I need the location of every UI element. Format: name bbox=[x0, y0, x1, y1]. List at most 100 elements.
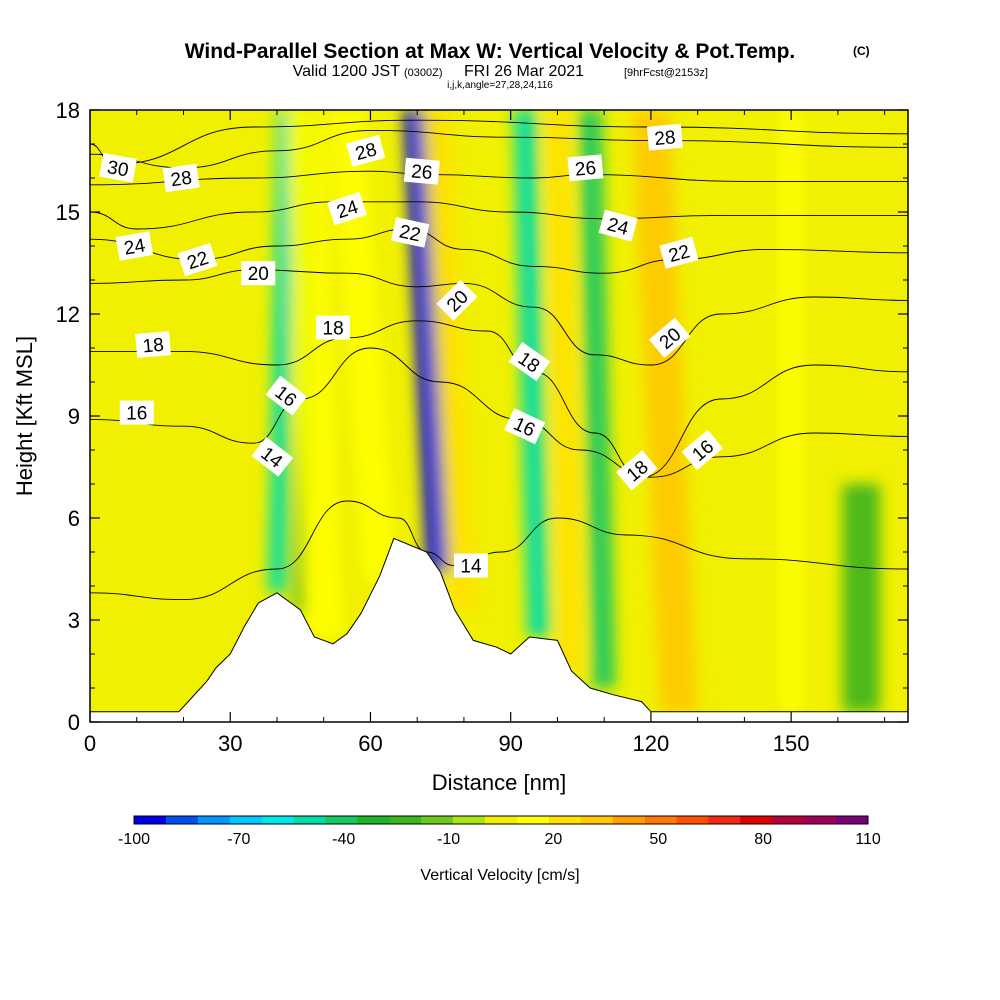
contour-label-box bbox=[436, 279, 478, 321]
contour-label-text: 26 bbox=[574, 158, 597, 181]
contour-label-21: 28 bbox=[646, 123, 683, 151]
subtitle-ijk: i,j,k,angle=27,28,24,116 bbox=[447, 80, 553, 91]
velocity-band-9 bbox=[632, 110, 698, 712]
contour-label-text: 14 bbox=[460, 557, 482, 578]
contour-label-box bbox=[251, 436, 294, 477]
y-tick-label: 15 bbox=[56, 200, 80, 225]
colorbar-tick-label: 50 bbox=[649, 831, 667, 848]
colorbar-swatch bbox=[389, 816, 422, 824]
contour-label-2: 24 bbox=[115, 231, 154, 261]
vertical-velocity-field bbox=[267, 110, 880, 712]
x-tick-label: 60 bbox=[358, 731, 382, 756]
y-tick-label: 9 bbox=[68, 404, 80, 429]
contour-label-box bbox=[316, 315, 351, 340]
y-tick-label: 3 bbox=[68, 608, 80, 633]
terrain-mask bbox=[90, 537, 908, 722]
contour-label-text: 20 bbox=[248, 264, 269, 285]
chart-title: Wind-Parallel Section at Max W: Vertical… bbox=[185, 40, 796, 63]
contour-label-box bbox=[646, 123, 683, 151]
contour-label-13: 22 bbox=[391, 217, 430, 248]
colorbar-tick-label: -10 bbox=[437, 831, 460, 848]
contour-label-text: 26 bbox=[410, 161, 433, 184]
colorbar-swatch bbox=[197, 816, 231, 824]
contour-label-box bbox=[346, 134, 386, 167]
velocity-band-10 bbox=[779, 110, 803, 712]
contour-label-box bbox=[508, 342, 551, 382]
contour-label-4: 20 bbox=[241, 261, 276, 286]
contour-label-box bbox=[659, 236, 699, 269]
contour-label-box bbox=[265, 375, 308, 416]
contour-label-box bbox=[99, 153, 137, 183]
contour-label-box bbox=[162, 163, 200, 193]
colorbar-swatch bbox=[580, 816, 614, 824]
contour-label-box bbox=[391, 217, 430, 248]
contour-label-box bbox=[598, 209, 638, 242]
colorbar: -100 -70 -40 -10 20 50 80 110 bbox=[118, 815, 881, 848]
subtitle-valid: Valid 1200 JST bbox=[293, 63, 401, 80]
contour-label-box bbox=[327, 191, 367, 226]
colorbar-swatch bbox=[357, 816, 390, 824]
x-tick-label: 90 bbox=[498, 731, 522, 756]
contour-label-text: 18 bbox=[142, 335, 165, 358]
x-tick-label: 0 bbox=[84, 731, 96, 756]
x-axis-label: Distance [nm] bbox=[432, 770, 567, 795]
x-tick-label: 120 bbox=[633, 731, 670, 756]
contour-label-box bbox=[504, 408, 546, 445]
colorbar-swatch bbox=[516, 816, 550, 824]
contour-label-15: 14 bbox=[453, 553, 488, 578]
contour-16 bbox=[90, 347, 908, 478]
contour-label-box bbox=[616, 450, 658, 491]
velocity-band-7 bbox=[545, 110, 584, 671]
contour-label-text: 28 bbox=[169, 168, 193, 192]
contour-label-18: 26 bbox=[567, 154, 604, 182]
contour-30 bbox=[90, 119, 908, 165]
chart-title-mark: (C) bbox=[853, 44, 870, 58]
colorbar-swatch bbox=[134, 816, 167, 824]
contour-label-text: 22 bbox=[397, 221, 422, 246]
colorbar-swatch bbox=[325, 816, 358, 824]
contour-label-1: 28 bbox=[162, 163, 200, 193]
colorbar-swatch bbox=[453, 816, 486, 824]
velocity-band-3 bbox=[330, 110, 397, 580]
contour-26 bbox=[90, 170, 908, 186]
colorbar-tick-label: -40 bbox=[332, 831, 355, 848]
contour-label-box bbox=[115, 231, 154, 261]
colorbar-swatch bbox=[485, 816, 518, 824]
contour-label-text: 30 bbox=[106, 157, 130, 181]
contour-14 bbox=[90, 500, 908, 601]
colorbar-swatch bbox=[293, 816, 326, 824]
x-axis: 0 30 60 90 120 150 bbox=[84, 110, 886, 756]
velocity-band-5 bbox=[421, 110, 478, 610]
colorbar-tick-label: 110 bbox=[855, 831, 881, 848]
colorbar-swatch bbox=[165, 816, 199, 824]
contour-label-12: 26 bbox=[403, 157, 440, 185]
contour-label-box bbox=[177, 242, 218, 277]
colorbar-swatch bbox=[772, 816, 805, 824]
x-tick-label: 150 bbox=[773, 731, 810, 756]
contour-22 bbox=[90, 228, 908, 274]
colorbar-swatch bbox=[612, 816, 646, 824]
y-tick-label: 0 bbox=[68, 710, 80, 735]
contour-label-text: 28 bbox=[654, 127, 677, 150]
colorbar-swatch bbox=[421, 816, 454, 824]
contour-label-box bbox=[453, 553, 488, 578]
colorbar-tick-label: -100 bbox=[118, 831, 150, 848]
velocity-band-2 bbox=[286, 110, 343, 637]
contour-label-0: 30 bbox=[99, 153, 137, 183]
plot-area: 30 28242220181616142824182622201418162624… bbox=[90, 110, 908, 722]
colorbar-swatch bbox=[804, 816, 837, 824]
chart-header: Wind-Parallel Section at Max W: Vertical… bbox=[185, 40, 870, 91]
y-axis-label: Height [Kft MSL] bbox=[12, 336, 37, 496]
colorbar-tick-label: 80 bbox=[754, 831, 772, 848]
colorbar-swatch bbox=[644, 816, 678, 824]
contour-label-box bbox=[567, 154, 604, 182]
contour-label-box bbox=[403, 157, 440, 185]
contour-label-box bbox=[135, 331, 172, 359]
contour-label-6: 16 bbox=[119, 400, 154, 425]
contour-label-19: 24 bbox=[598, 209, 638, 242]
contour-label-11: 18 bbox=[316, 315, 351, 340]
contour-label-17: 16 bbox=[504, 408, 546, 445]
y-tick-label: 12 bbox=[56, 302, 80, 327]
contour-label-22: 22 bbox=[659, 236, 699, 269]
